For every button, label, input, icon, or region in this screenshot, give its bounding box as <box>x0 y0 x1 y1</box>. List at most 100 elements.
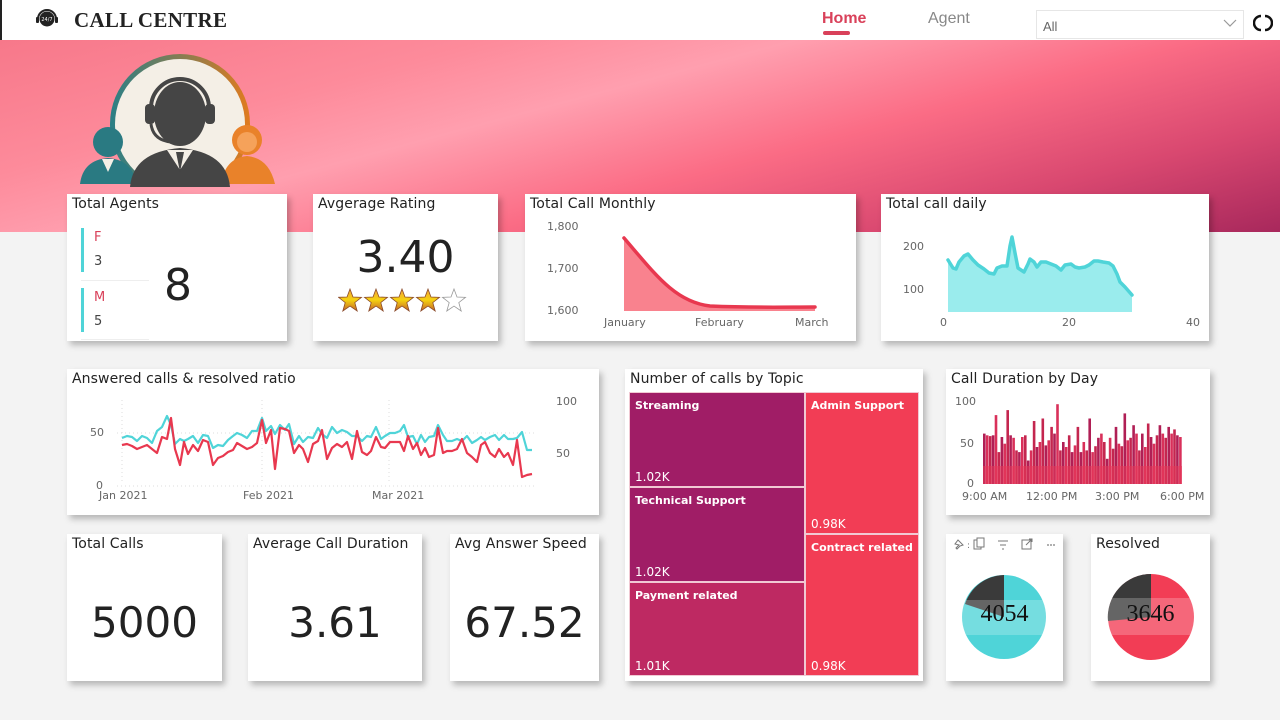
svg-text:24/7: 24/7 <box>41 17 52 23</box>
female-indicator-bar <box>81 228 84 272</box>
x-tick: 6:00 PM <box>1160 490 1205 503</box>
pin-icon <box>954 539 964 550</box>
x-tick: March <box>795 316 829 329</box>
total-agents-title: Total Agents <box>72 196 160 212</box>
x-tick: 3:00 PM <box>1095 490 1140 503</box>
tile-label: Contract related <box>811 541 913 554</box>
y-tick: 50 <box>960 437 974 450</box>
avg-answer-speed-card: Avg Answer Speed 67.52 <box>450 534 599 681</box>
monthly-area-chart <box>622 236 817 311</box>
calls-by-topic-title: Number of calls by Topic <box>630 371 804 387</box>
calls-by-topic-card: Number of calls by Topic Streaming 1.02K… <box>625 369 923 681</box>
tile-value: 1.01K <box>635 659 670 673</box>
average-rating-card: Avgerage Rating 3.40 <box>313 194 498 341</box>
star-icon <box>416 288 440 312</box>
male-indicator-bar <box>81 288 84 332</box>
y-tick: 100 <box>903 283 924 296</box>
tile-value: 0.98K <box>811 517 846 531</box>
tile-label: Technical Support <box>635 494 746 507</box>
svg-text::: : <box>967 541 970 551</box>
top-bar: 24/7 CALL CENTRE Home Agent All <box>0 0 1280 40</box>
app-title: CALL CENTRE <box>74 8 228 32</box>
treemap-tile-technical-support[interactable]: Technical Support 1.02K <box>629 487 805 582</box>
total-agents-card: Total Agents F 3 M 5 8 <box>67 194 287 341</box>
24-7-headset-icon: 24/7 <box>36 9 58 27</box>
average-call-duration-value: 3.61 <box>288 598 382 647</box>
resolved-pie-value: 3646 <box>1126 601 1175 627</box>
avg-answer-speed-value: 67.52 <box>464 598 585 647</box>
y-tick: 1,800 <box>547 220 579 233</box>
answered-pie-card: : 4054 <box>946 534 1063 681</box>
female-agent-icon <box>221 125 275 184</box>
call-duration-title: Call Duration by Day <box>951 371 1099 387</box>
star-icon <box>390 288 414 312</box>
x-tick: 40 <box>1186 316 1200 329</box>
treemap-tile-contract-related[interactable]: Contract related 0.98K <box>805 534 919 676</box>
tile-label: Admin Support <box>811 399 905 412</box>
filter-dropdown[interactable]: All <box>1036 10 1244 39</box>
female-count: 3 <box>94 254 103 269</box>
star-icon <box>364 288 388 312</box>
average-call-duration-title: Average Call Duration <box>253 536 409 552</box>
total-call-daily-card: Total call daily 200 100 0 20 40 <box>881 194 1209 341</box>
tile-value: 1.02K <box>635 565 670 579</box>
copy-icon <box>973 537 985 550</box>
x-tick: January <box>604 316 646 329</box>
y-tick: 0 <box>967 477 974 490</box>
answered-resolved-card: Answered calls & resolved ratio 50 0 100… <box>67 369 599 515</box>
male-count: 5 <box>94 314 103 329</box>
more-options-icon <box>1047 544 1055 546</box>
total-call-daily-title: Total call daily <box>886 196 987 212</box>
average-rating-value: 3.40 <box>356 232 455 283</box>
total-calls-value: 5000 <box>91 598 198 647</box>
tile-label: Payment related <box>635 589 738 602</box>
total-call-monthly-title: Total Call Monthly <box>530 196 656 212</box>
focus-mode-icon <box>1021 538 1033 550</box>
total-call-monthly-card: Total Call Monthly 1,800 1,700 1,600 Jan… <box>525 194 856 341</box>
resolved-pie-card: Resolved 3646 <box>1091 534 1210 681</box>
divider <box>81 339 149 340</box>
resolved-title: Resolved <box>1096 536 1161 552</box>
male-label: M <box>94 290 106 305</box>
star-icon <box>338 288 362 312</box>
call-duration-by-day-card: Call Duration by Day 100 50 0 9:00 AM 12… <box>946 369 1210 515</box>
headset-agent-icon <box>130 77 230 187</box>
y-left-tick: 0 <box>96 479 103 492</box>
filter-dropdown-value: All <box>1043 19 1058 34</box>
answered-pie-chart[interactable] <box>961 574 1047 660</box>
male-agent-icon <box>80 127 136 184</box>
tab-agent[interactable]: Agent <box>928 10 970 27</box>
tile-value: 1.02K <box>635 470 670 484</box>
y-left-tick: 50 <box>90 426 104 439</box>
x-tick: Jan 2021 <box>99 489 148 502</box>
y-tick: 1,600 <box>547 304 579 317</box>
x-tick: February <box>695 316 744 329</box>
y-tick: 100 <box>955 395 976 408</box>
chevron-down-icon <box>1223 19 1237 27</box>
divider <box>81 280 149 281</box>
answered-pie-value: 4054 <box>980 601 1029 627</box>
treemap-tile-admin-support[interactable]: Admin Support 0.98K <box>805 392 919 534</box>
average-call-duration-card: Average Call Duration 3.61 <box>248 534 422 681</box>
x-tick: 12:00 PM <box>1026 490 1078 503</box>
x-tick: 9:00 AM <box>962 490 1008 503</box>
x-tick: Feb 2021 <box>243 489 294 502</box>
call-duration-bar-chart <box>983 404 1182 484</box>
tile-value: 0.98K <box>811 659 846 673</box>
answered-resolved-line-chart <box>117 400 537 487</box>
tile-label: Streaming <box>635 399 700 412</box>
x-tick: 0 <box>940 316 947 329</box>
call-centre-agents-illustration <box>80 54 275 187</box>
female-label: F <box>94 230 102 245</box>
total-agents-value: 8 <box>164 260 192 311</box>
tab-home[interactable]: Home <box>822 10 867 27</box>
y-tick: 200 <box>903 240 924 253</box>
treemap-tile-payment-related[interactable]: Payment related 1.01K <box>629 582 805 676</box>
x-tick: Mar 2021 <box>372 489 425 502</box>
y-right-tick: 50 <box>556 447 570 460</box>
refresh-icon[interactable] <box>1253 13 1273 33</box>
resolved-pie-chart[interactable] <box>1107 573 1195 661</box>
treemap-tile-streaming[interactable]: Streaming 1.02K <box>629 392 805 487</box>
x-tick: 20 <box>1062 316 1076 329</box>
visual-header-toolbar: : <box>954 537 1055 551</box>
